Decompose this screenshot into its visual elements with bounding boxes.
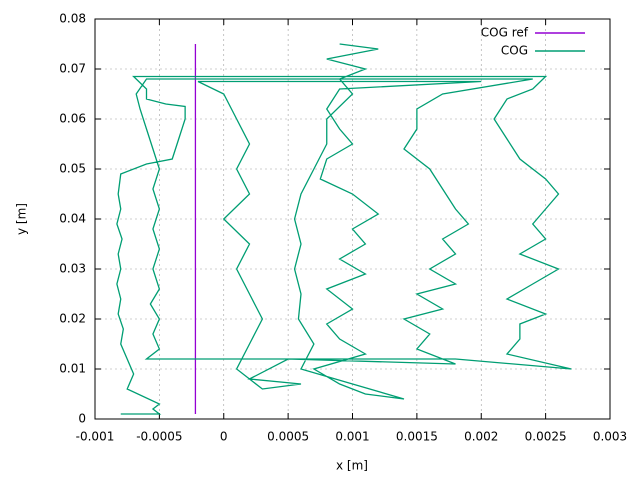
x-tick-label: 0.002	[464, 430, 498, 444]
y-tick-label: 0.05	[59, 162, 86, 176]
y-tick-label: 0.03	[59, 262, 86, 276]
y-tick-label: 0	[78, 412, 86, 426]
x-tick-label: -0.001	[76, 430, 115, 444]
x-tick-label: -0.0005	[136, 430, 182, 444]
y-tick-label: 0.07	[59, 62, 86, 76]
legend-label: COG ref	[481, 26, 529, 40]
y-tick-label: 0.06	[59, 112, 86, 126]
x-tick-label: 0.001	[335, 430, 369, 444]
x-tick-label: 0.0015	[396, 430, 438, 444]
y-tick-label: 0.02	[59, 312, 86, 326]
line	[116, 43, 572, 415]
legend-label: COG	[501, 44, 528, 58]
x-tick-label: 0	[220, 430, 228, 444]
x-axis-label: x [m]	[336, 459, 368, 473]
y-tick-label: 0.01	[59, 362, 86, 376]
x-tick-label: 0.0005	[267, 430, 309, 444]
y-tick-label: 0.04	[59, 212, 86, 226]
x-tick-label: 0.0025	[525, 430, 567, 444]
y-axis-label: y [m]	[15, 203, 29, 235]
plot-frame	[94, 18, 611, 420]
x-tick-label: 0.003	[593, 430, 627, 444]
y-tick-label: 0.08	[59, 12, 86, 26]
